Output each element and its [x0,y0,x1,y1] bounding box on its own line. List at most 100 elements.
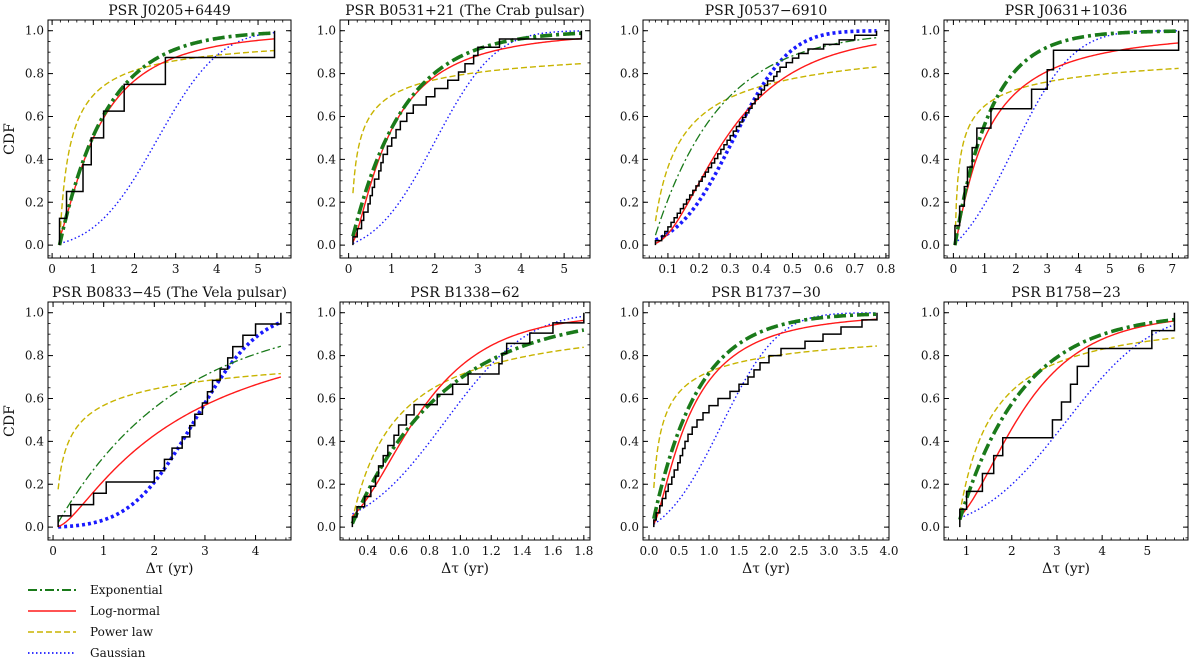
axes-frame [47,19,292,259]
legend-label-lognormal: Log-normal [90,604,160,618]
y-axis-label: CDF [2,405,18,437]
x-tick-label: 2 [150,544,158,558]
curve-gaussian [352,30,582,245]
curve-exponential [958,317,1175,521]
x-tick-label: 1.6 [543,544,562,558]
x-tick-label: 1.5 [729,544,748,558]
x-tick-label: 1 [388,262,396,276]
panel-title: PSR J0631+1036 [1005,3,1128,19]
y-tick-label: 0.0 [25,520,44,534]
x-axis-label: Δτ (yr) [441,561,489,577]
curve-gaussian [654,29,877,242]
x-tick-label: 0.6 [389,544,408,558]
curve-lognormal [352,37,582,243]
y-tick-label: 1.0 [25,24,44,38]
y-tick-label: 0.8 [25,67,44,81]
panel-7: 0.0 0.5 1.0 1.5 2.0 2.5 3.0 3.5 4.0 0.0 0.2 0.4 0.6 0… [620,285,899,577]
y-tick-label: 0.6 [620,391,639,405]
panel-4: 0 1 2 3 4 5 6 7 0.0 0.2 0.4 0.6 0.8 1.0 PSR J0631+1036 [921,3,1189,276]
empirical-cdf [352,30,583,246]
x-tick-label: 5 [1106,262,1114,276]
axes-frame [339,19,591,259]
legend-label-exponential: Exponential [90,583,163,597]
x-tick-label: 3 [474,262,482,276]
panel-title: PSR J0205+6449 [108,3,231,19]
plot-area [652,312,878,528]
x-tick-label: 4 [517,262,525,276]
x-tick-label: 3 [172,262,180,276]
x-tick-label: 2.0 [759,544,778,558]
y-tick-label: 1.0 [921,24,940,38]
y-tick-label: 0.8 [317,67,336,81]
panel-title: PSR B1758−23 [1011,285,1120,301]
curve-gaussian [653,312,878,525]
panel-5: 0 1 2 3 4 0.0 0.2 0.4 0.6 0.8 1.0 PSR B0833−45 (The… [2,285,292,577]
y-tick-label: 0.0 [25,238,44,252]
panel-title: PSR J0537−6910 [705,3,828,19]
y-tick-label: 1.0 [620,24,639,38]
y-axis-label: CDF [2,123,18,155]
curve-exponential [350,328,585,525]
x-axis-label: Δτ (yr) [146,561,194,577]
x-tick-label: 0.8 [876,262,895,276]
y-tick-label: 0.2 [921,195,940,209]
y-tick-label: 0.4 [620,152,639,166]
x-tick-label: 5 [560,262,568,276]
x-tick-label: 0.8 [420,544,439,558]
y-tick-label: 0.0 [317,520,336,534]
x-tick-label: 2 [1012,262,1020,276]
x-tick-label: 0.3 [721,262,740,276]
x-tick-label: 3 [201,544,209,558]
curve-powerlaw [653,345,878,488]
plot-area [953,29,1180,246]
x-tick-label: 0.4 [358,544,377,558]
y-tick-label: 0.0 [317,238,336,252]
plot-area [350,312,585,528]
y-tick-label: 0.6 [620,109,639,123]
x-tick-label: 0.0 [639,544,658,558]
empirical-cdf [57,312,282,528]
y-tick-label: 0.2 [620,195,639,209]
y-tick-label: 0.4 [25,434,44,448]
curve-exponential [351,31,582,237]
curve-lognormal [57,376,282,528]
x-tick-label: 0.6 [814,262,833,276]
x-tick-label: 2 [1008,544,1016,558]
y-tick-label: 0.6 [921,391,940,405]
curve-exponential [57,31,275,246]
curve-gaussian [58,320,282,529]
plot-area [654,29,878,246]
y-tick-label: 0.8 [921,67,940,81]
y-tick-label: 0.2 [317,195,336,209]
plot-area [351,30,583,246]
x-tick-label: 3 [1043,262,1051,276]
x-tick-label: 1.8 [574,544,593,558]
y-tick-label: 0.2 [25,195,44,209]
y-tick-label: 1.0 [620,306,639,320]
x-tick-label: 0.5 [783,262,802,276]
x-tick-label: 0 [950,262,958,276]
x-tick-label: 1.4 [513,544,532,558]
curve-gaussian [954,30,1179,245]
x-tick-label: 7 [1169,262,1177,276]
y-tick-label: 0.2 [620,477,639,491]
y-tick-label: 0.4 [620,434,639,448]
curve-exponential [57,345,282,524]
x-tick-label: 0.2 [690,262,709,276]
panel-title: PSR B1737−30 [711,285,820,301]
x-tick-label: 4 [252,544,260,558]
x-tick-label: 3 [1053,544,1061,558]
panel-8: 1 2 3 4 5 0.0 0.2 0.4 0.6 0.8 1.0 PSR B1758−23 Δτ (y… [921,285,1189,577]
curve-gaussian [59,31,275,245]
curve-powerlaw [58,49,275,246]
curve-gaussian [959,324,1175,519]
legend-label-powerlaw: Power law [90,625,154,639]
y-tick-label: 0.4 [317,152,336,166]
y-tick-label: 1.0 [317,24,336,38]
x-tick-label: 1.0 [451,544,470,558]
x-tick-label: 5 [254,262,262,276]
y-tick-label: 0.0 [620,238,639,252]
plot-area [958,312,1176,528]
y-tick-label: 0.6 [317,109,336,123]
x-tick-label: 0 [49,544,57,558]
